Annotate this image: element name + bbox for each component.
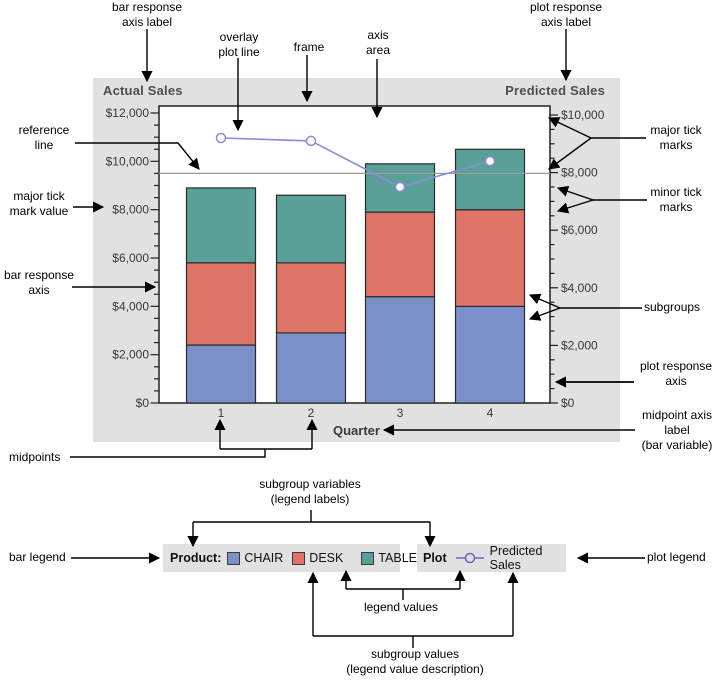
desk-swatch-icon — [292, 551, 306, 565]
bar-legend-box: Product: CHAIR DESK TABLE — [163, 544, 417, 572]
annotation-minor-tick-marks: minor tick marks — [650, 185, 702, 214]
annotation-bar-response-axis: bar response axis — [3, 268, 75, 297]
annotation-subgroup-values: subgroup values (legend value descriptio… — [346, 647, 484, 676]
annotation-plot-response-axis: plot response axis — [639, 359, 713, 388]
bar-legend-label: Product: — [170, 551, 222, 565]
annotation-plot-legend: plot legend — [647, 550, 706, 564]
legend-value-table: TABLE — [378, 551, 418, 565]
annotation-reference-line: reference line — [18, 123, 70, 152]
annotation-overlay-plot-line: overlay plot line — [218, 30, 260, 59]
annotation-frame: frame — [293, 40, 325, 54]
annotation-plot-response-axis-label: plot response axis label — [529, 0, 603, 29]
annotation-legend-values: legend values — [363, 600, 439, 614]
line-marker-symbol-icon — [455, 552, 484, 564]
bar-response-axis-label-title: Actual Sales — [103, 83, 183, 98]
annotation-axis-area: axis area — [365, 28, 391, 57]
chair-swatch-icon — [227, 551, 241, 565]
annotation-midpoints: midpoints — [9, 450, 61, 464]
plot-legend-box: Plot Predicted Sales — [417, 544, 566, 572]
midpoint-axis-title: Quarter — [333, 423, 380, 438]
legend-value-chair: CHAIR — [244, 551, 284, 565]
legend-value-predicted-sales: Predicted Sales — [489, 544, 543, 572]
annotation-subgroup-variables: subgroup variables (legend labels) — [259, 477, 361, 506]
table-swatch-icon — [361, 551, 375, 565]
plot-legend-label: Plot — [423, 551, 447, 565]
annotation-major-tick-mark-value: major tick mark value — [9, 189, 69, 218]
annotation-subgroups: subgroups — [644, 300, 701, 314]
annotation-midpoint-axis-label: midpoint axis label (bar variable) — [641, 408, 713, 452]
annotation-bar-legend: bar legend — [9, 550, 66, 564]
annotation-bar-response-axis-label: bar response axis label — [111, 0, 183, 29]
chart-background — [93, 78, 620, 442]
annotation-major-tick-marks: major tick marks — [650, 123, 702, 152]
plot-response-axis-label-title: Predicted Sales — [505, 83, 605, 98]
legend-value-desk: DESK — [309, 551, 344, 565]
